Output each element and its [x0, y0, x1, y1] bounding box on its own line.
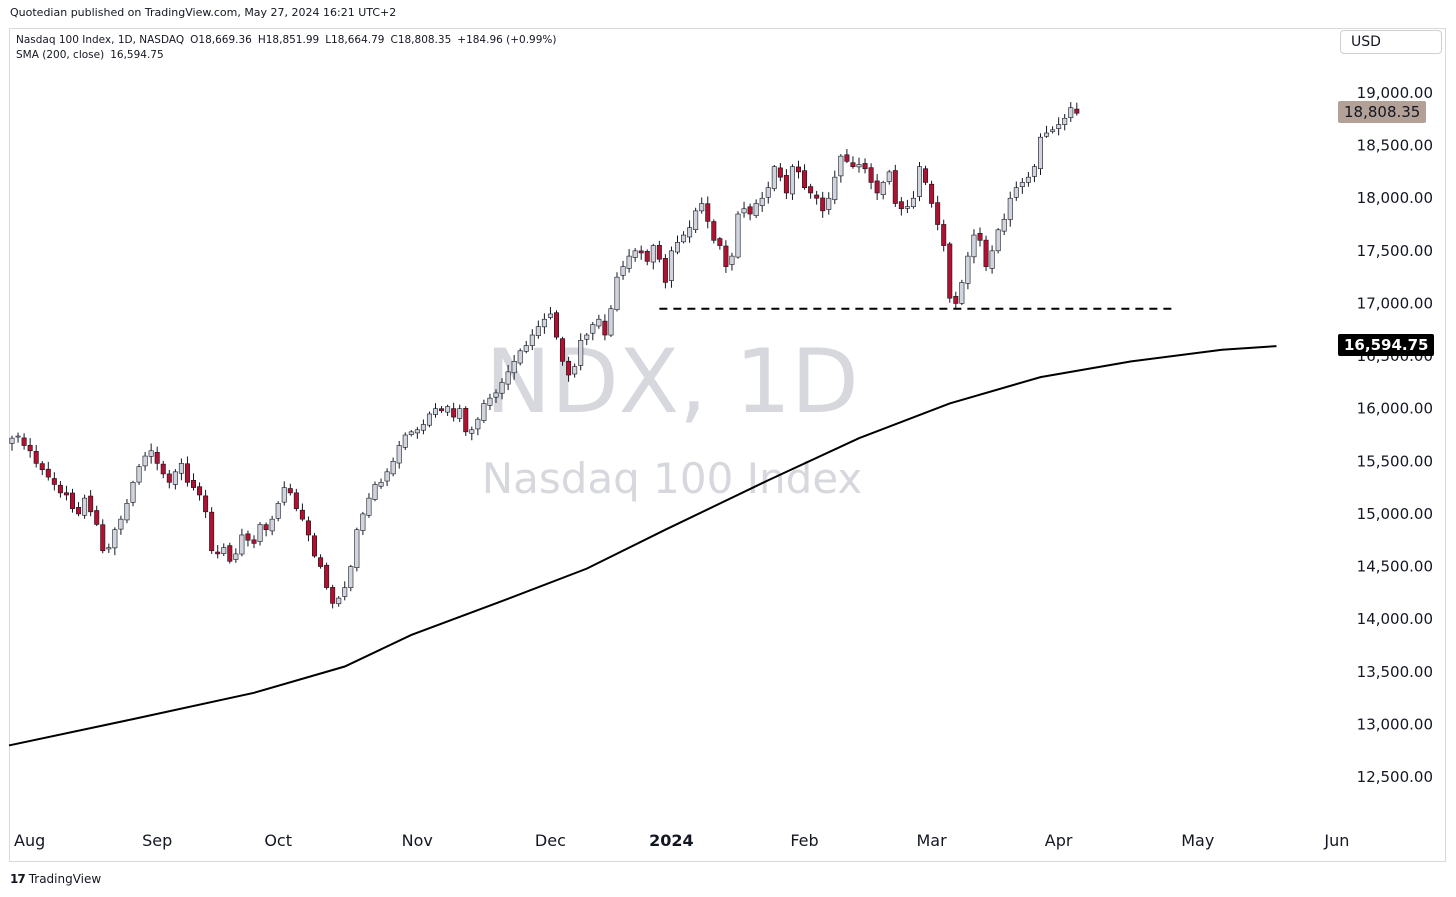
currency-selector[interactable]: USD	[1340, 30, 1442, 54]
footer-brand-text: TradingView	[28, 872, 102, 886]
publisher-line: Quotedian published on TradingView.com, …	[10, 6, 397, 19]
chart-legend: Nasdaq 100 Index, 1D, NASDAQ O18,669.36 H1…	[16, 33, 563, 63]
legend-change: +184.96 (+0.99%)	[457, 34, 557, 46]
legend-low: L18,664.79	[325, 34, 385, 46]
legend-sma-value: 16,594.75	[110, 49, 164, 61]
legend-close: C18,808.35	[390, 34, 452, 46]
tradingview-logo-icon: 17	[10, 872, 26, 886]
footer-brand: 17 TradingView	[10, 872, 101, 886]
chart-frame[interactable]	[9, 28, 1446, 862]
last-price-tag: 18,808.35	[1338, 101, 1427, 124]
sma-price-tag: 16,594.75	[1338, 334, 1435, 357]
legend-ohlc-row: Nasdaq 100 Index, 1D, NASDAQ O18,669.36 H1…	[16, 33, 563, 48]
legend-high: H18,851.99	[257, 34, 320, 46]
legend-sma-label[interactable]: SMA (200, close)	[16, 49, 105, 61]
legend-sma-row: SMA (200, close) 16,594.75	[16, 48, 563, 63]
legend-symbol[interactable]: Nasdaq 100 Index, 1D, NASDAQ	[16, 34, 185, 46]
legend-open: O18,669.36	[190, 34, 252, 46]
